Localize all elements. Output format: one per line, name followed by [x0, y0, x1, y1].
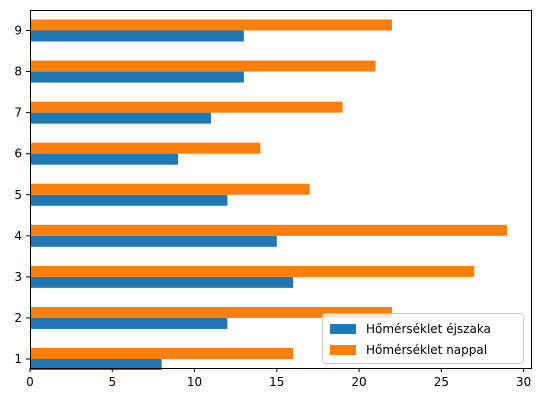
legend-label-night: Hőmérséklet éjszaka [366, 322, 491, 336]
bar-day-3 [30, 265, 475, 277]
legend-label-day: Hőmérséklet nappal [366, 343, 487, 357]
legend-swatch-night [330, 324, 356, 334]
x-axis: 0 5 10 15 20 25 30 [26, 368, 531, 389]
legend-frame [322, 313, 524, 364]
y-tick-label-5: 5 [14, 188, 22, 202]
y-tick-label-9: 9 [14, 24, 22, 38]
y-tick-label-4: 4 [14, 229, 22, 243]
legend-swatch-day [330, 345, 356, 355]
bar-day-7 [30, 101, 343, 113]
bar-day-8 [30, 60, 376, 72]
bar-night-1 [30, 359, 162, 370]
bar-day-2 [30, 306, 392, 318]
bar-day-9 [30, 19, 392, 31]
legend: Hőmérséklet éjszaka Hőmérséklet nappal [322, 313, 524, 364]
y-axis: 1 2 3 4 5 6 7 8 9 [14, 24, 30, 366]
bar-night-4 [30, 235, 277, 247]
y-tick-label-6: 6 [14, 147, 22, 161]
bars-group [30, 19, 508, 370]
x-tick-label-0: 0 [26, 375, 34, 389]
y-tick-label-1: 1 [14, 352, 22, 366]
y-tick-label-2: 2 [14, 311, 22, 325]
x-tick-label-10: 10 [187, 375, 202, 389]
x-tick-label-20: 20 [351, 375, 366, 389]
bar-night-9 [30, 30, 244, 42]
bar-night-5 [30, 194, 228, 206]
plot-frame [30, 10, 532, 369]
bar-day-5 [30, 183, 310, 195]
bar-night-6 [30, 153, 179, 165]
y-tick-label-3: 3 [14, 270, 22, 284]
bar-night-3 [30, 276, 294, 288]
bar-night-2 [30, 317, 228, 329]
bar-night-8 [30, 71, 244, 83]
bar-day-4 [30, 224, 508, 236]
x-tick-label-30: 30 [516, 375, 531, 389]
bar-night-7 [30, 112, 211, 124]
x-tick-label-25: 25 [434, 375, 449, 389]
x-tick-label-5: 5 [108, 375, 116, 389]
x-tick-label-15: 15 [269, 375, 284, 389]
y-tick-label-7: 7 [14, 106, 22, 120]
bar-day-6 [30, 142, 261, 154]
bar-day-1 [30, 348, 294, 359]
y-tick-label-8: 8 [14, 65, 22, 79]
